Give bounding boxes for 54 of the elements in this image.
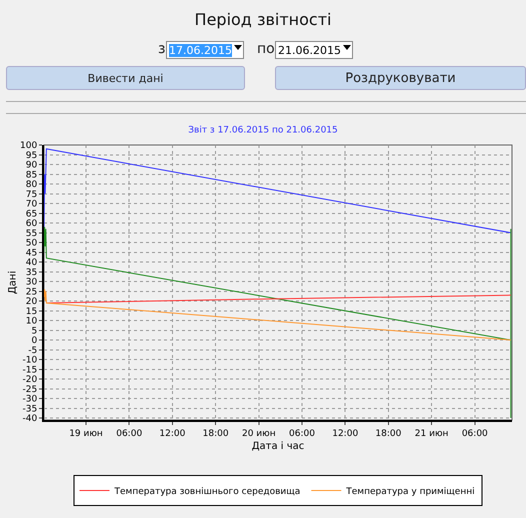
y-tick-label: 20	[26, 297, 38, 308]
text: по	[257, 41, 275, 57]
y-tick-label: 30	[26, 278, 38, 288]
x-tick-label: 20 июн	[242, 428, 276, 439]
text: Період звітності	[194, 10, 332, 29]
y-tick-label: -15	[22, 365, 38, 376]
y-tick-label: -5	[28, 346, 38, 356]
y-tick-label: -10	[22, 356, 38, 366]
x-tick-label: 06:00	[116, 428, 142, 439]
legend-label: Температура зовнішнього середовища	[114, 487, 300, 498]
text: з	[158, 41, 166, 57]
text: 21.06.2015	[275, 41, 353, 59]
y-tick-label: 0	[31, 336, 38, 346]
y-tick-label: 45	[26, 248, 38, 258]
line-series	[44, 226, 512, 419]
y-tick-label: 75	[26, 190, 38, 200]
x-axis-title: Дата і час	[252, 440, 304, 452]
x-tick-label: 06:00	[289, 428, 316, 439]
text: Вивести дані	[6, 66, 245, 90]
y-tick-label: 10	[26, 316, 38, 327]
y-tick-label: 5	[31, 326, 38, 336]
x-tick-label: 12:00	[332, 428, 358, 439]
y-tick-label: 55	[26, 228, 38, 239]
y-tick-label: 60	[26, 219, 38, 230]
y-tick-label: 35	[26, 268, 38, 278]
y-tick-label: 25	[26, 287, 38, 298]
line-series	[44, 288, 512, 341]
y-axis-title: Дані	[8, 270, 19, 294]
y-tick-label: -20	[22, 375, 38, 386]
y-tick-label: 100	[20, 141, 38, 152]
legend-label: Температура у приміщенні	[345, 487, 475, 498]
y-tick-label: 70	[26, 200, 38, 210]
x-tick-label: 18:00	[375, 428, 402, 439]
y-tick-label: -25	[22, 384, 38, 395]
chart-title: Звіт з 17.06.2015 по 21.06.2015	[188, 125, 338, 136]
y-tick-label: -30	[22, 394, 38, 405]
text: Роздруковувати	[275, 66, 526, 90]
y-tick-label: 50	[26, 238, 38, 249]
x-tick-label: 18:00	[202, 428, 229, 439]
y-tick-label: 15	[26, 306, 38, 317]
y-tick-label: 40	[26, 258, 38, 268]
text: 17.06.2015	[169, 44, 232, 57]
y-tick-label: 85	[26, 170, 38, 180]
y-tick-label: 80	[26, 180, 38, 190]
y-tick-label: 65	[26, 209, 38, 220]
y-tick-label: 95	[26, 150, 38, 161]
y-tick-label: -40	[22, 414, 38, 424]
x-tick-label: 21 июн	[414, 428, 449, 439]
line-series	[44, 148, 512, 234]
x-tick-label: 19 июн	[69, 428, 103, 439]
x-tick-label: 06:00	[462, 428, 488, 439]
x-tick-label: 12:00	[159, 428, 186, 439]
y-tick-label: 90	[26, 160, 38, 171]
y-tick-label: -35	[22, 404, 38, 414]
